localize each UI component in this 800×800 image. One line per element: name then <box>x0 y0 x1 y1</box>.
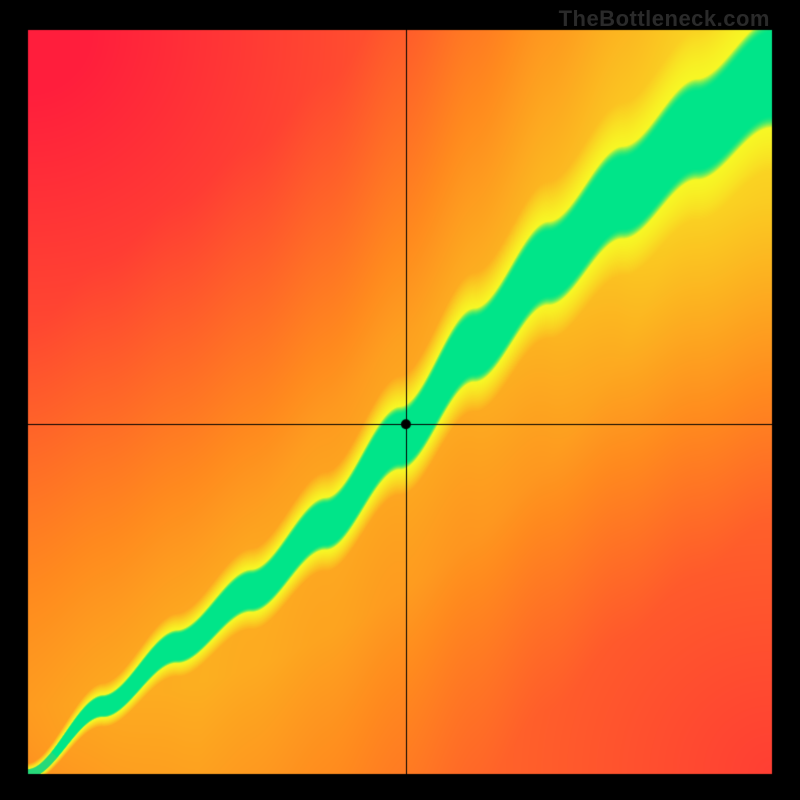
chart-container: TheBottleneck.com <box>0 0 800 800</box>
bottleneck-heatmap <box>0 0 800 800</box>
watermark-text: TheBottleneck.com <box>559 6 770 32</box>
